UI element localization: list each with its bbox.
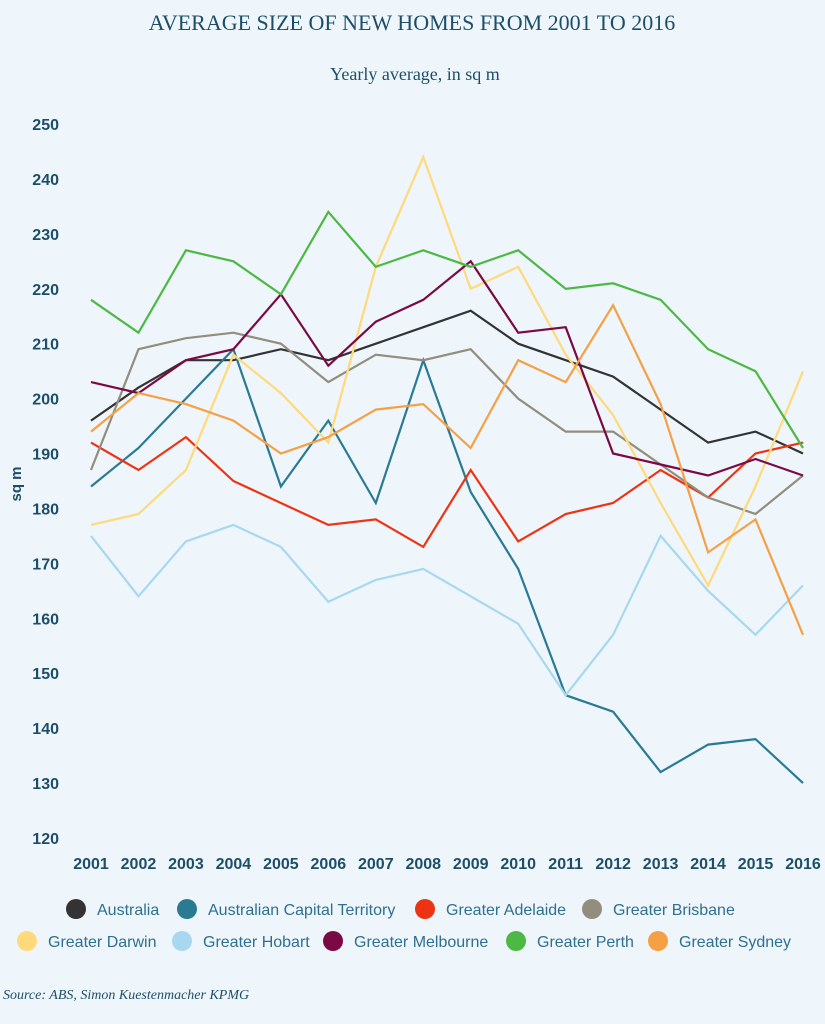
legend-item-greater-sydney[interactable]: Greater Sydney — [648, 931, 791, 951]
y-tick-label: 120 — [32, 831, 59, 848]
legend-marker — [66, 899, 86, 919]
x-tick-label: 2004 — [216, 856, 252, 873]
series-line-greater-darwin — [90, 154, 805, 588]
y-axis-label: sq m — [8, 466, 25, 501]
series-line-australia — [90, 309, 804, 455]
y-tick-label: 180 — [32, 501, 59, 518]
legend-label: Australian Capital Territory — [208, 902, 395, 919]
x-tick-label: 2009 — [453, 856, 489, 873]
y-tick-label: 170 — [32, 556, 59, 573]
legend-marker — [506, 931, 526, 951]
legend-marker — [648, 931, 668, 951]
x-tick-label: 2011 — [548, 856, 583, 873]
legend-item-australia[interactable]: Australia — [66, 899, 159, 919]
y-tick-label: 210 — [32, 337, 59, 354]
x-tick-label: 2007 — [358, 856, 394, 873]
y-tick-label: 250 — [32, 117, 59, 134]
legend-item-greater-perth[interactable]: Greater Perth — [506, 931, 634, 951]
legend-item-greater-brisbane[interactable]: Greater Brisbane — [582, 899, 735, 919]
x-tick-label: 2003 — [168, 856, 204, 873]
y-tick-label: 230 — [32, 227, 59, 244]
x-tick-label: 2012 — [595, 856, 631, 873]
x-tick-label: 2010 — [500, 856, 536, 873]
x-tick-label: 2008 — [405, 856, 441, 873]
legend-marker — [17, 931, 37, 951]
x-tick-label: 2001 — [73, 856, 109, 873]
y-tick-label: 220 — [32, 282, 59, 299]
series-line-greater-adelaide — [90, 435, 804, 549]
series-line-greater-hobart — [90, 523, 804, 698]
legend: Australia Australian Capital Territory Gre… — [17, 899, 791, 951]
legend-item-greater-adelaide[interactable]: Greater Adelaide — [415, 899, 566, 919]
series-line-greater-perth — [90, 210, 804, 449]
y-tick-label: 200 — [32, 392, 59, 409]
legend-marker — [323, 931, 343, 951]
legend-label: Greater Perth — [537, 934, 634, 951]
legend-item-greater-darwin[interactable]: Greater Darwin — [17, 931, 156, 951]
x-tick-label: 2002 — [121, 856, 157, 873]
legend-label: Greater Adelaide — [446, 902, 566, 919]
y-axis-ticks: 120 130 140 150 160 170 180 190 200 210 220 230 240 2… — [32, 117, 59, 848]
x-tick-label: 2013 — [643, 856, 679, 873]
legend-label: Greater Brisbane — [613, 902, 735, 919]
y-tick-label: 150 — [32, 666, 59, 683]
x-axis-ticks: 2001 2002 2003 2004 2005 2006 2007 2008 2009 2010… — [73, 856, 821, 873]
y-tick-label: 130 — [32, 776, 59, 793]
legend-label: Australia — [97, 902, 159, 919]
source-note: Source: ABS, Simon Kuestenmacher KPMG — [3, 988, 249, 1003]
legend-label: Greater Darwin — [48, 934, 156, 951]
y-tick-label: 160 — [32, 611, 59, 628]
y-tick-label: 190 — [32, 447, 59, 464]
x-tick-label: 2014 — [690, 856, 726, 873]
y-tick-label: 240 — [32, 172, 59, 189]
series-line-greater-sydney — [90, 302, 805, 636]
series-lines — [89, 154, 805, 784]
x-tick-label: 2016 — [785, 856, 821, 873]
legend-marker — [582, 899, 602, 919]
series-line-greater-melbourne — [90, 259, 804, 477]
legend-marker — [172, 931, 192, 951]
x-tick-label: 2015 — [738, 856, 774, 873]
legend-label: Greater Melbourne — [354, 934, 488, 951]
legend-item-greater-melbourne[interactable]: Greater Melbourne — [323, 931, 488, 951]
chart-title: AVERAGE SIZE OF NEW HOMES FROM 2001 TO 2… — [149, 10, 675, 35]
x-tick-label: 2006 — [311, 856, 347, 873]
legend-item-greater-hobart[interactable]: Greater Hobart — [172, 931, 310, 951]
legend-label: Greater Hobart — [203, 934, 310, 951]
legend-label: Greater Sydney — [679, 934, 791, 951]
legend-marker — [415, 899, 435, 919]
y-tick-label: 140 — [32, 721, 59, 738]
legend-item-australian-capital-territory[interactable]: Australian Capital Territory — [177, 899, 395, 919]
x-tick-label: 2005 — [263, 856, 299, 873]
legend-marker — [177, 899, 197, 919]
chart-subtitle: Yearly average, in sq m — [330, 64, 500, 84]
